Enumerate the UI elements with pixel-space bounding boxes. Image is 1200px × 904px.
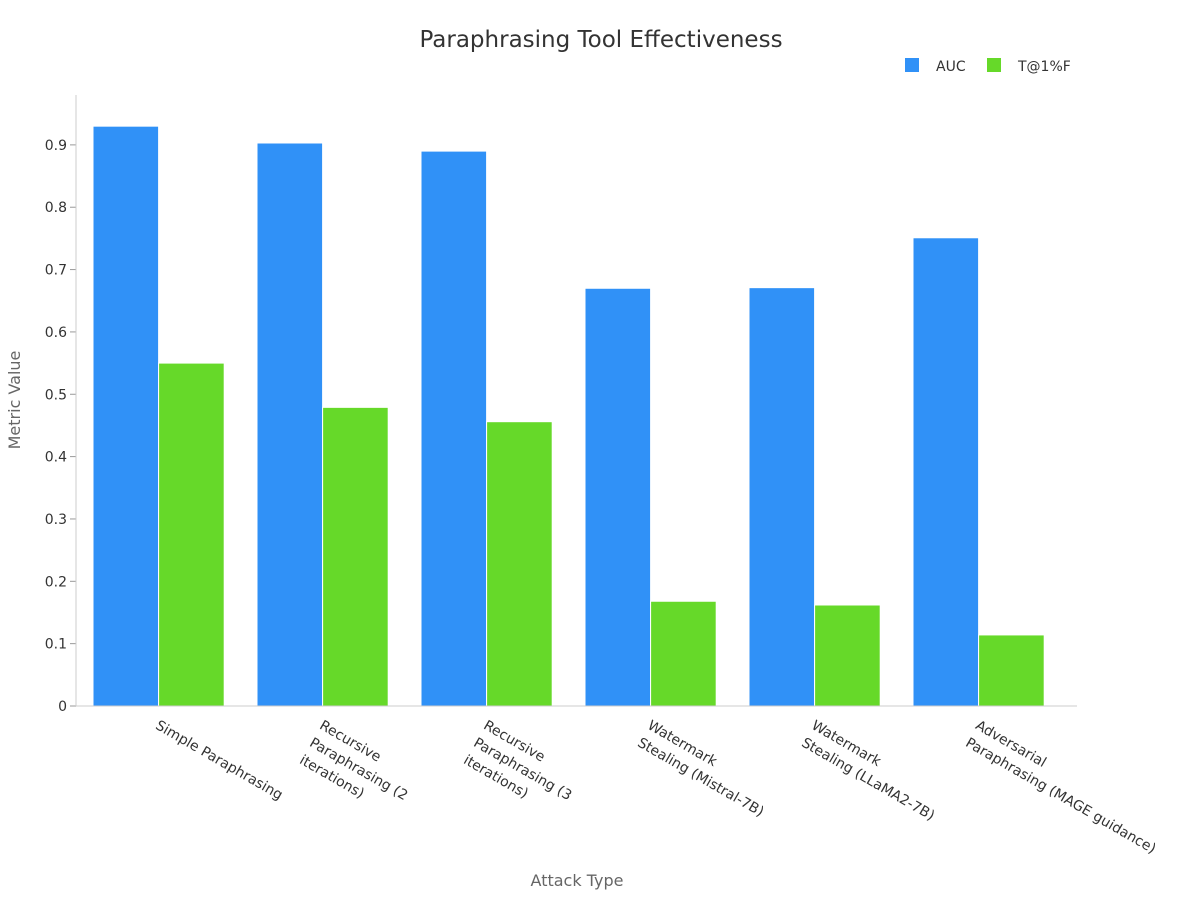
- y-tick-label: 0.1: [45, 637, 67, 653]
- x-tick-label: Simple Paraphrasing: [153, 718, 286, 804]
- bar-auc-5: [912, 237, 980, 707]
- y-tick-label: 0.8: [45, 200, 67, 216]
- y-tick-label: 0.5: [45, 387, 67, 403]
- x-axis: Simple Paraphrasing RecursiveParaphrasing…: [153, 718, 1169, 858]
- y-tick-label: 0.7: [45, 263, 67, 279]
- x-tick-label: AdversarialParaphrasing (MAGE guidance): [963, 718, 1169, 858]
- x-tick-label: WatermarkStealing (Mistral-7B): [635, 718, 777, 821]
- bar-t-1-f-4: [814, 604, 881, 707]
- bar-t-1-f-0: [158, 362, 225, 707]
- bar-auc-3: [584, 287, 652, 707]
- legend-label: T@1%F: [1017, 59, 1071, 75]
- bar-auc-4: [748, 287, 816, 707]
- y-tick-label: 0: [58, 699, 67, 715]
- bar-t-1-f-3: [650, 600, 717, 707]
- legend-swatch-t-1-f: [987, 58, 1001, 72]
- y-tick-label: 0.9: [45, 138, 67, 154]
- x-tick-label: RecursiveParaphrasing (2iterations): [297, 718, 421, 822]
- chart-title: Paraphrasing Tool Effectiveness: [419, 27, 782, 53]
- x-tick-label: RecursiveParaphrasing (3iterations): [461, 718, 585, 822]
- y-tick-label: 0.3: [45, 512, 67, 528]
- x-tick-label-line: Simple Paraphrasing: [153, 718, 286, 804]
- bars: [92, 125, 1045, 707]
- x-axis-label: Attack Type: [531, 871, 624, 890]
- x-tick-label-line: Paraphrasing (MAGE guidance): [963, 735, 1159, 857]
- y-tick-label: 0.4: [45, 450, 67, 466]
- legend-label: AUC: [936, 59, 966, 75]
- legend-swatch-auc: [905, 58, 919, 72]
- bar-auc-2: [420, 150, 488, 707]
- legend: AUC T@1%F: [905, 58, 1071, 75]
- bar-t-1-f-1: [322, 406, 389, 707]
- y-tick-label: 0.6: [45, 325, 67, 341]
- bar-t-1-f-5: [978, 634, 1045, 707]
- bar-auc-1: [256, 142, 324, 707]
- bar-t-1-f-2: [486, 421, 553, 707]
- x-tick-label: WatermarkStealing (LLaMA2-7B): [799, 718, 948, 825]
- y-axis: 0 0.1 0.2 0.3 0.4 0.5 0.6 0.7 0.8 0.9: [45, 138, 76, 715]
- y-tick-label: 0.2: [45, 574, 67, 590]
- bar-auc-0: [92, 125, 160, 707]
- y-axis-label: Metric Value: [5, 351, 24, 450]
